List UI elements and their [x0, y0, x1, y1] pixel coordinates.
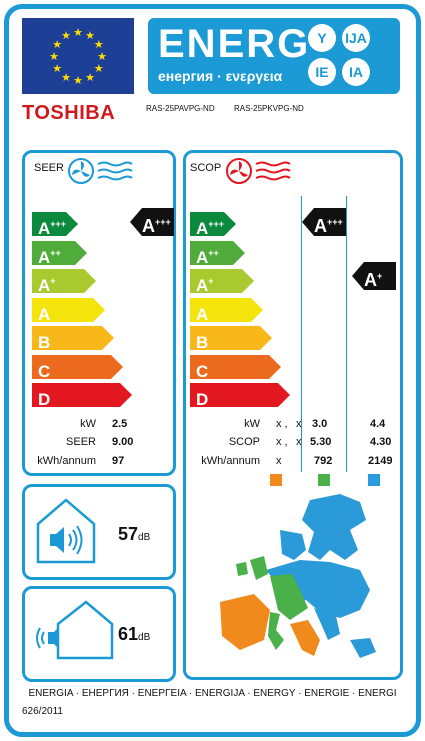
- lang-badge-ia: IA: [342, 58, 370, 86]
- outdoor-sound-panel: [22, 586, 176, 682]
- seer-class-label: A: [38, 304, 51, 324]
- seer-class-arrow: D: [32, 383, 132, 409]
- energy-title: ENERG: [158, 22, 311, 66]
- scop-row-warmer-scop: 4.30: [370, 436, 392, 448]
- footer-languages: ENERGIA · ЕНЕРГИЯ · ΕΝΕΡΓΕΙΑ · ENERGIJA …: [28, 688, 397, 699]
- seer-class-label: C: [38, 361, 51, 381]
- warmer-zone-swatch: [368, 474, 380, 486]
- indoor-sound-panel: [22, 484, 176, 580]
- seer-class-arrow: C: [32, 354, 123, 381]
- seer-title: SEER: [34, 162, 64, 174]
- eu-star-icon: ★: [52, 63, 62, 75]
- eu-star-icon: ★: [94, 39, 104, 51]
- seer-class-arrow: A+: [32, 269, 96, 295]
- eu-star-icon: ★: [97, 51, 107, 63]
- scop-row-warmer-kw: 4.4: [370, 418, 386, 430]
- scop-class-arrow: A+: [190, 269, 254, 295]
- scop-row-colder-scop: x ,: [276, 436, 288, 448]
- cooling-fan-icon: [66, 156, 136, 191]
- average-zone-swatch: [318, 474, 330, 486]
- scop-class-label: C: [196, 361, 209, 381]
- scop-row-x-scop: x: [296, 436, 302, 448]
- seer-class-label: A++: [38, 247, 61, 267]
- scop-class-arrow: B: [190, 326, 272, 352]
- outdoor-speaker-icon: [30, 600, 114, 669]
- seer-row-value-kw: 2.5: [112, 418, 128, 430]
- model-indoor: RAS-25PAVPG-ND: [146, 104, 215, 113]
- seer-class-label: B: [38, 333, 51, 352]
- scop-row-colder-kw: x ,: [276, 418, 288, 430]
- scop-class-label: D: [196, 390, 209, 409]
- seer-row-value-seer: 9.00: [112, 436, 134, 448]
- eu-star-icon: ★: [94, 63, 104, 75]
- scop-class-label: A+: [196, 276, 214, 295]
- lang-badge-ija: IJA: [342, 24, 370, 52]
- scop-row-colder-kwh: x: [276, 455, 282, 467]
- seer-class-arrow: B: [32, 326, 114, 352]
- seer-class-label: A+++: [38, 219, 67, 238]
- scop-row-average-scop: 5.30: [310, 436, 332, 448]
- scop-row-average-kwh: 792: [314, 455, 333, 467]
- eu-star-icon: ★: [61, 30, 71, 42]
- scop-average-zone-line: [301, 196, 302, 472]
- eu-star-icon: ★: [61, 72, 71, 84]
- lang-badge-y: Y: [308, 24, 336, 52]
- seer-row-label-kwh: kWh/annum: [37, 455, 96, 467]
- scop-row-label-scop: SCOP: [228, 436, 260, 448]
- indoor-sound-level: 57dB: [118, 524, 151, 544]
- seer-rating-marker: A+++: [130, 208, 174, 236]
- scop-class-arrow: A+++: [190, 212, 236, 238]
- scop-row-average-kw: 3.0: [312, 418, 328, 430]
- eu-star-icon: ★: [73, 75, 83, 87]
- scop-warmer-zone-line: [346, 196, 347, 472]
- scop-warmer-rating-marker: A+: [352, 262, 396, 290]
- eu-star-icon: ★: [85, 30, 95, 42]
- scop-average-rating-marker: A+++: [302, 208, 346, 236]
- eu-flag-icon: ★ ★ ★ ★ ★ ★ ★ ★ ★ ★ ★ ★: [22, 18, 134, 94]
- eu-star-icon: ★: [85, 72, 95, 84]
- scop-class-arrow: C: [190, 354, 281, 381]
- scop-class-label: B: [196, 333, 209, 352]
- seer-row-label-kw: kW: [80, 418, 96, 430]
- scop-title: SCOP: [190, 162, 222, 174]
- outdoor-sound-level: 61dB: [118, 624, 151, 644]
- scop-class-arrow: D: [190, 383, 290, 409]
- eu-star-icon: ★: [52, 39, 62, 51]
- indoor-speaker-icon: [34, 496, 98, 571]
- seer-row-label-seer: SEER: [66, 436, 96, 448]
- seer-class-label: A+: [38, 276, 56, 295]
- brand-name: TOSHIBA: [22, 102, 116, 124]
- scop-row-x-kw: x: [296, 418, 302, 430]
- scop-row-label-kwh: kWh/annum: [201, 455, 260, 467]
- eu-star-icon: ★: [73, 27, 83, 39]
- colder-zone-swatch: [270, 474, 282, 486]
- scop-class-arrow: A++: [190, 240, 245, 267]
- seer-class-arrow: A: [32, 297, 105, 324]
- scop-row-label-kw: kW: [244, 418, 260, 430]
- scop-row-warmer-kwh: 2149: [368, 455, 393, 467]
- scop-class-label: A+++: [196, 219, 225, 238]
- europe-climate-map: [210, 490, 390, 675]
- heating-fan-icon: [224, 156, 294, 191]
- energy-header: ENERG енергия · ενεργεια Y IJA IE IA: [148, 18, 400, 94]
- lang-badge-ie: IE: [308, 58, 336, 86]
- scop-class-label: A: [196, 304, 209, 324]
- eu-star-icon: ★: [49, 51, 59, 63]
- seer-row-value-kwh: 97: [112, 455, 125, 467]
- regulation-number: 626/2011: [22, 706, 63, 717]
- model-outdoor: RAS-25PKVPG-ND: [234, 104, 304, 113]
- seer-class-arrow: A++: [32, 240, 87, 267]
- scop-class-arrow: A: [190, 297, 263, 324]
- scop-class-label: A++: [196, 247, 219, 267]
- seer-class-arrow: A+++: [32, 212, 78, 238]
- seer-class-label: D: [38, 390, 51, 409]
- energy-subtitle: енергия · ενεργεια: [158, 68, 283, 84]
